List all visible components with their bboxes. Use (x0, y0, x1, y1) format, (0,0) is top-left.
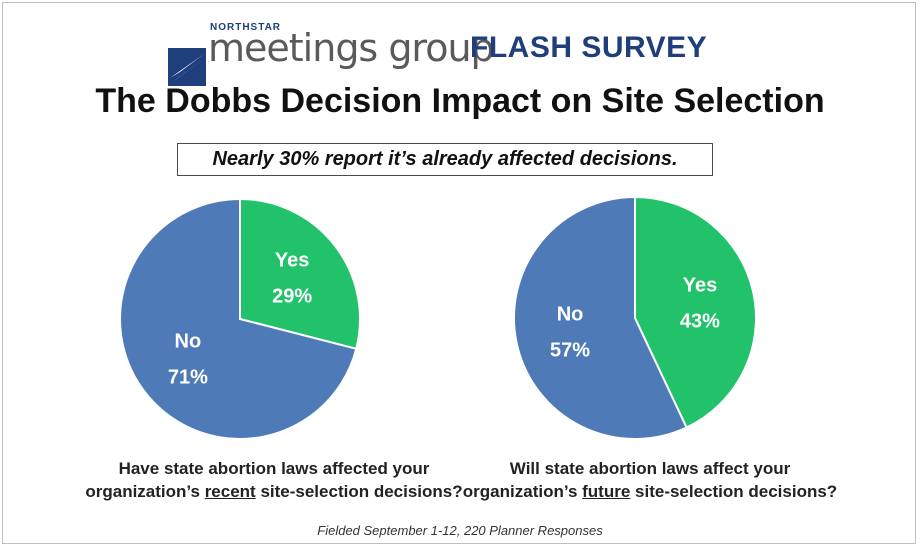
question-future-line2: organization’s future site-selection dec… (460, 480, 840, 503)
question-recent-prefix: organization’s (85, 482, 205, 501)
pie-slice-future-yes (634, 195, 757, 429)
footer-note: Fielded September 1-12, 220 Planner Resp… (317, 523, 603, 538)
pie-chart-future: Yes 43% No 57% (513, 195, 757, 440)
question-recent: Have state abortion laws affected your o… (84, 457, 464, 503)
question-future-emphasis: future (582, 482, 631, 501)
question-future: Will state abortion laws affect your org… (460, 457, 840, 503)
question-recent-suffix: site-selection decisions? (255, 482, 463, 501)
pie-slice-future-no (513, 195, 688, 440)
page-title: The Dobbs Decision Impact on Site Select… (95, 82, 825, 120)
pie-value-recent-yes: 29% (272, 286, 312, 308)
pie-value-future-no: 57% (550, 340, 590, 362)
pie-label-recent-no: No (175, 330, 202, 352)
question-future-line1: Will state abortion laws affect your (509, 459, 791, 478)
pie-chart-recent: Yes 29% No 71% (119, 197, 361, 440)
pie-value-future-yes: 43% (680, 310, 720, 332)
star-swoosh-icon (168, 48, 206, 86)
brand-name: meetings group (208, 26, 495, 70)
pie-value-recent-no: 71% (168, 366, 208, 388)
question-recent-emphasis: recent (204, 482, 256, 501)
pie-label-recent-yes: Yes (275, 250, 309, 272)
subtitle-callout: Nearly 30% report it’s already affected … (177, 143, 713, 176)
brand-header (0, 22, 920, 86)
pie-slice-recent-no (119, 197, 358, 440)
question-recent-line2: organization’s recent site-selection dec… (84, 480, 464, 503)
question-future-prefix: organization’s (462, 482, 583, 501)
question-recent-line1: Have state abortion laws affected your (118, 459, 430, 478)
question-future-suffix: site-selection decisions? (630, 482, 838, 501)
pie-label-future-no: No (557, 304, 584, 326)
pie-slice-recent-yes (239, 197, 361, 351)
brand-northstar: NORTHSTAR (210, 22, 282, 33)
pie-label-future-yes: Yes (683, 274, 717, 296)
flash-survey-label: FLASH SURVEY (470, 31, 708, 64)
